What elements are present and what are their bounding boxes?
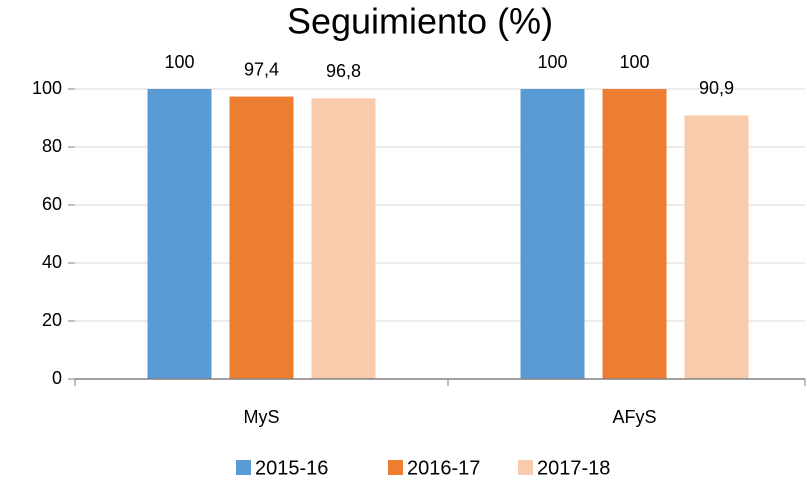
legend-label: 2016-17 [407,457,480,479]
value-label: 100 [537,52,567,72]
value-label: 97,4 [244,59,279,79]
bars [147,89,749,379]
bar [684,115,749,379]
legend-label: 2017-18 [537,457,610,479]
value-label: 100 [619,52,649,72]
bar [602,89,667,379]
bar [147,89,212,379]
y-tick-label: 100 [32,78,62,98]
bar [520,89,585,379]
x-tick-label: MyS [244,407,280,427]
bar [229,96,294,379]
x-tick-label: AFyS [612,407,656,427]
chart-title: Seguimiento (%) [287,1,553,42]
value-label: 100 [164,52,194,72]
y-tick-label: 0 [52,368,62,388]
legend-label: 2015-16 [255,457,328,479]
value-label: 90,9 [699,78,734,98]
value-label: 96,8 [326,61,361,81]
legend-swatch [236,460,251,475]
legend-swatch [388,460,403,475]
legend-swatch [518,460,533,475]
y-tick-label: 60 [42,194,62,214]
y-tick-label: 80 [42,136,62,156]
y-tick-label: 20 [42,310,62,330]
bar [311,98,376,379]
y-tick-label: 40 [42,252,62,272]
